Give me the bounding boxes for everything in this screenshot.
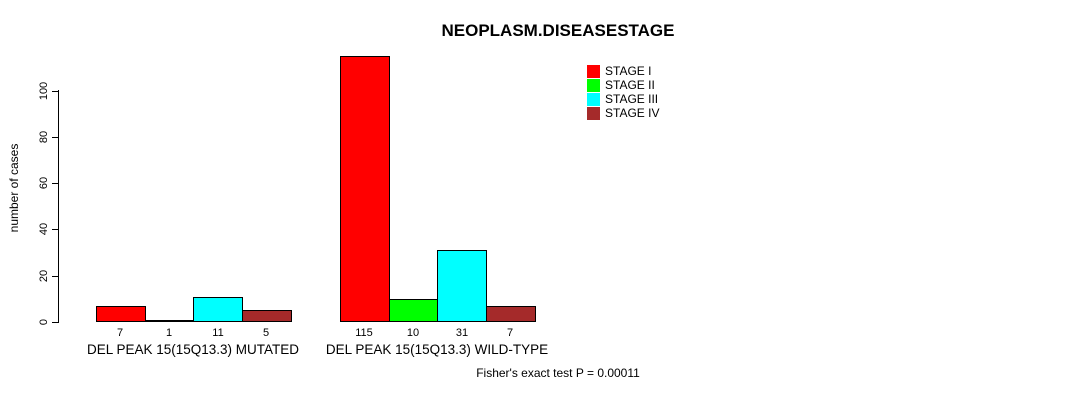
bar-stage-iii: [437, 250, 487, 322]
bar-stage-ii: [145, 320, 195, 322]
legend-color-swatch: [587, 106, 600, 120]
bar-count-label: 11: [212, 327, 224, 339]
bar-stage-iv: [486, 306, 536, 322]
bar-stage-iv: [242, 310, 292, 322]
y-tick-mark: [52, 229, 59, 231]
y-tick-label: 20: [38, 269, 50, 282]
bar-count-label: 7: [116, 327, 124, 339]
group-label: DEL PEAK 15(15Q13.3) WILD-TYPE: [325, 342, 549, 357]
y-axis-label: number of cases: [7, 143, 21, 233]
legend-color-swatch: [587, 78, 600, 92]
bar-stage-i: [96, 306, 146, 322]
fisher-test-annotation: Fisher's exact test P = 0.00011: [476, 366, 640, 380]
bar-stage-ii: [389, 299, 439, 322]
bar-count-label: 1: [165, 327, 173, 339]
legend-item: STAGE I: [587, 64, 659, 78]
y-tick-mark: [52, 322, 59, 323]
bar-count-label: 10: [406, 327, 420, 339]
y-tick-mark: [52, 183, 59, 185]
legend-item: STAGE IV: [587, 106, 659, 120]
legend-item: STAGE II: [587, 78, 659, 92]
legend-item-label: STAGE II: [605, 77, 655, 92]
legend-item: STAGE III: [587, 92, 659, 106]
bar-count-label: 115: [355, 327, 373, 339]
y-tick-mark: [52, 136, 59, 138]
legend: STAGE I STAGE II STAGE III STAGE IV: [587, 64, 659, 120]
legend-item-label: STAGE III: [605, 91, 659, 106]
y-tick-label: 100: [38, 81, 50, 100]
y-tick-label: 80: [38, 130, 50, 143]
bar-stage-i: [340, 56, 390, 322]
y-axis: [58, 90, 59, 323]
bar-count-label: 7: [506, 327, 514, 339]
bar-stage-iii: [193, 297, 243, 322]
y-tick-label: 0: [38, 318, 50, 326]
group-label: DEL PEAK 15(15Q13.3) MUTATED: [86, 342, 300, 357]
y-tick-label: 40: [38, 223, 50, 236]
bar-count-label: 31: [455, 327, 469, 339]
y-tick-mark: [52, 275, 59, 277]
legend-color-swatch: [587, 64, 600, 78]
y-tick-mark: [52, 90, 59, 92]
bar-count-label: 5: [262, 327, 270, 339]
legend-item-label: STAGE I: [605, 63, 652, 78]
chart-title: NEOPLASM.DISEASESTAGE: [441, 21, 675, 40]
legend-color-swatch: [587, 92, 600, 106]
legend-item-label: STAGE IV: [605, 105, 660, 120]
y-tick-label: 60: [38, 176, 50, 190]
